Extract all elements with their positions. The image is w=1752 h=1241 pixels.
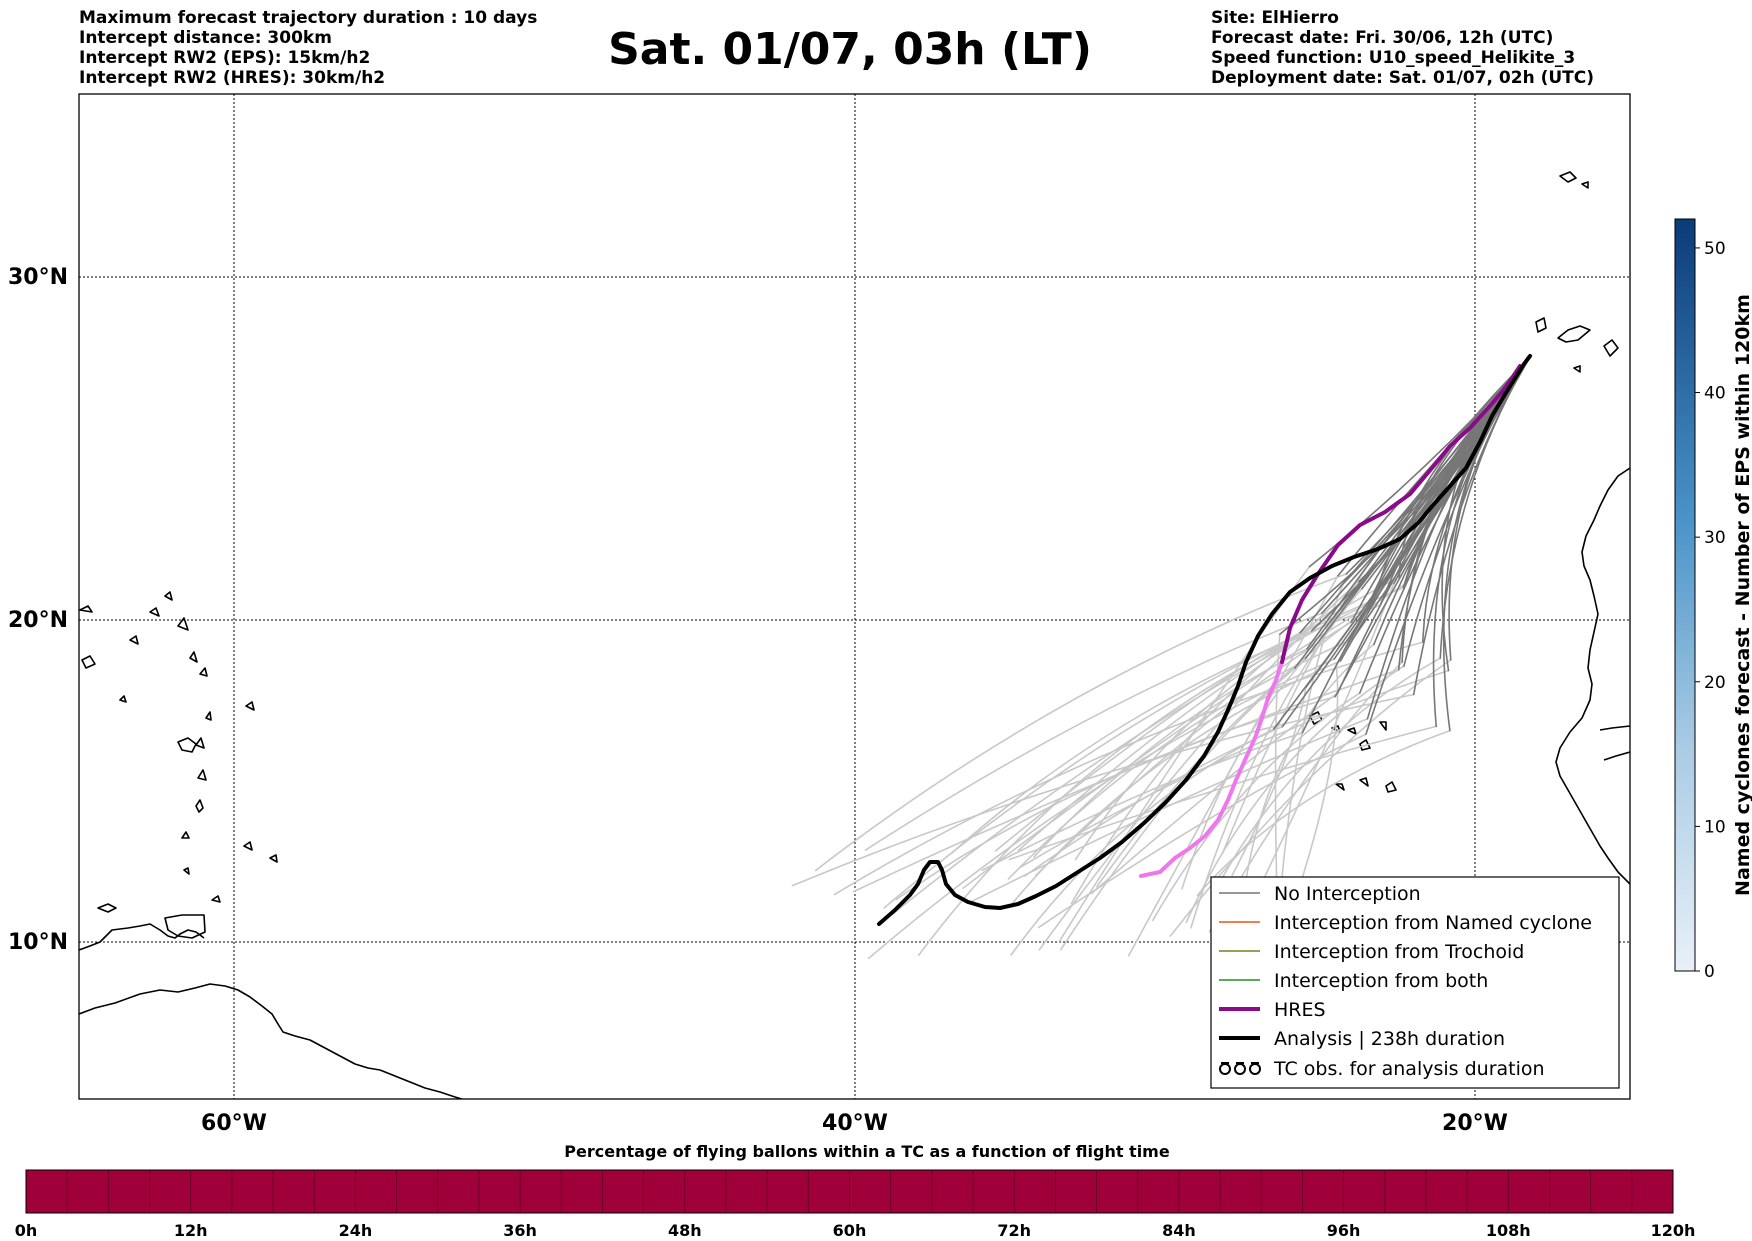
- eps-member-late: [1038, 733, 1367, 929]
- hres-trajectory: [1280, 364, 1522, 664]
- lat-label-10n: 10°N: [8, 930, 68, 955]
- lon-label-40w: 40°W: [822, 1111, 888, 1136]
- eps-member-late: [791, 693, 1415, 887]
- coast-south-america: [79, 983, 465, 1099]
- legend-label: Interception from Named cyclone: [1274, 912, 1592, 934]
- hres-trajectory-late: [1139, 660, 1284, 878]
- map-panel: 30°N 20°N 10°N 60°W 40°W 20°W: [8, 93, 1631, 1136]
- coast-west-africa: [1555, 467, 1630, 885]
- island-grenada: [183, 867, 190, 875]
- legend-item-analysis: Analysis | 238h duration: [1219, 1028, 1505, 1050]
- bottom-colorbar-tick-label: 24h: [339, 1221, 373, 1240]
- eps-member-late: [1019, 669, 1450, 868]
- legend-label: HRES: [1274, 999, 1326, 1021]
- eps-member-late: [1294, 664, 1339, 901]
- legend-label: TC obs. for analysis duration: [1273, 1058, 1545, 1080]
- bottom-colorbar-tick-label: 108h: [1486, 1221, 1531, 1240]
- eps-member-late: [852, 669, 1400, 893]
- bottom-colorbar-tick-label: 48h: [668, 1221, 702, 1240]
- eps-member-late: [994, 631, 1301, 852]
- bottom-colorbar-title: Percentage of flying ballons within a TC…: [564, 1142, 1170, 1161]
- eps-member-early: [1371, 359, 1529, 606]
- bottom-colorbar-tick-label: 12h: [174, 1221, 208, 1240]
- site-name: Site: ElHierro: [1211, 8, 1339, 28]
- eps-member-late: [1196, 729, 1451, 897]
- legend-item-hres: HRES: [1219, 999, 1326, 1021]
- tc-symbol-icon: [1219, 1062, 1261, 1075]
- bottom-colorbar-tick-label: 96h: [1327, 1221, 1361, 1240]
- legend-label: No Interception: [1274, 883, 1421, 905]
- eps-member-late: [971, 718, 1369, 903]
- forecast-parameters: Maximum forecast trajectory duration : 1…: [79, 8, 537, 88]
- eps-member-late: [1008, 725, 1437, 861]
- legend-item-both: Interception from both: [1219, 970, 1488, 992]
- site-info: Site: ElHierro Forecast date: Fri. 30/06…: [1211, 8, 1594, 88]
- colorbar-tick-label: 10: [1704, 817, 1726, 837]
- colorbar-tick-label: 40: [1704, 384, 1726, 404]
- eps-member-late: [864, 612, 1323, 851]
- lon-label-60w: 60°W: [201, 1111, 267, 1136]
- speed-function: Speed function: U10_speed_Helikite_3: [1211, 48, 1576, 68]
- island-margarita: [97, 903, 117, 913]
- eps-member-late: [1169, 659, 1452, 937]
- island-guadeloupe: [177, 737, 197, 753]
- eps-member-early: [1337, 359, 1529, 577]
- map-frame: [78, 93, 1631, 1100]
- colorbar-tick-label: 0: [1704, 962, 1715, 982]
- colorbar-tick-label: 50: [1704, 239, 1726, 259]
- bottom-colorbar-tick-label: 120h: [1651, 1221, 1696, 1240]
- colorbar-tick-label: 30: [1704, 528, 1726, 548]
- param-rw2-eps: Intercept RW2 (EPS): 15km/h2: [79, 48, 371, 68]
- eps-member-late: [1010, 728, 1275, 956]
- colorbar-named-cyclones: 0 10 20 30 40 50 Named cyclones forecast - Nu…: [1674, 218, 1752, 982]
- legend-item-trochoid: Interception from Trochoid: [1219, 941, 1524, 963]
- bottom-colorbar-ticks: 0h 12h 24h 36h 48h 60h 72h 84h 96h 108h 120h: [15, 1221, 1696, 1240]
- legend-item-named-cyclone: Interception from Named cyclone: [1219, 912, 1592, 934]
- island-trinidad: [164, 914, 206, 939]
- legend-box: [1210, 876, 1620, 1089]
- map-axis-labels: 30°N 20°N 10°N 60°W 40°W 20°W: [8, 265, 1508, 1136]
- param-rw2-hres: Intercept RW2 (HRES): 30km/h2: [79, 68, 386, 88]
- island-madeira: [1559, 171, 1589, 189]
- eps-member-late: [1096, 582, 1407, 888]
- lon-label-20w: 20°W: [1442, 1111, 1508, 1136]
- coast-venezuela-north: [79, 923, 205, 951]
- colorbar-flight-time: Percentage of flying ballons within a TC…: [15, 1142, 1696, 1240]
- deployment-date: Deployment date: Sat. 01/07, 02h (UTC): [1211, 68, 1595, 88]
- lat-label-20n: 20°N: [8, 608, 68, 633]
- legend-label: Interception from both: [1274, 970, 1488, 992]
- page-title: Sat. 01/07, 03h (LT): [608, 24, 1092, 75]
- legend-label: Interception from Trochoid: [1274, 941, 1524, 963]
- island-tobago: [211, 895, 221, 903]
- coast-africa-detail: [1599, 725, 1630, 761]
- eps-member-late: [891, 602, 1370, 916]
- lat-label-30n: 30°N: [8, 265, 68, 290]
- bottom-colorbar-tick-label: 72h: [997, 1221, 1031, 1240]
- legend-item-no-interception: No Interception: [1219, 883, 1421, 905]
- param-intercept-distance: Intercept distance: 300km: [79, 28, 332, 48]
- colorbar-gradient: [1674, 218, 1696, 972]
- colorbar-tick-label: 20: [1704, 673, 1726, 693]
- bottom-colorbar-segments: [66, 1170, 1633, 1213]
- eps-member-late: [814, 573, 1348, 872]
- eps-member-late: [1190, 587, 1363, 929]
- eps-member-late: [981, 731, 1304, 871]
- eps-member-late: [1152, 692, 1361, 922]
- eps-member-late: [1017, 576, 1401, 852]
- bottom-colorbar-tick-label: 84h: [1162, 1221, 1196, 1240]
- lesser-antilles: [79, 591, 278, 863]
- colorbar-label: Named cyclones forecast - Number of EPS …: [1732, 294, 1752, 896]
- bottom-colorbar-tick-label: 60h: [833, 1221, 867, 1240]
- param-max-duration: Maximum forecast trajectory duration : 1…: [79, 8, 538, 28]
- bottom-colorbar-tick-label: 36h: [503, 1221, 537, 1240]
- bottom-colorbar-tick-label: 0h: [15, 1221, 38, 1240]
- colorbar-ticks: 0 10 20 30 40 50: [1695, 239, 1726, 982]
- analysis-trajectory: [877, 354, 1532, 926]
- island-canaries: [1535, 317, 1619, 373]
- forecast-date: Forecast date: Fri. 30/06, 12h (UTC): [1211, 28, 1554, 48]
- legend-item-tc-obs: TC obs. for analysis duration: [1219, 1058, 1545, 1080]
- legend: No Interception Interception from Named …: [1210, 876, 1620, 1089]
- legend-label: Analysis | 238h duration: [1274, 1028, 1505, 1050]
